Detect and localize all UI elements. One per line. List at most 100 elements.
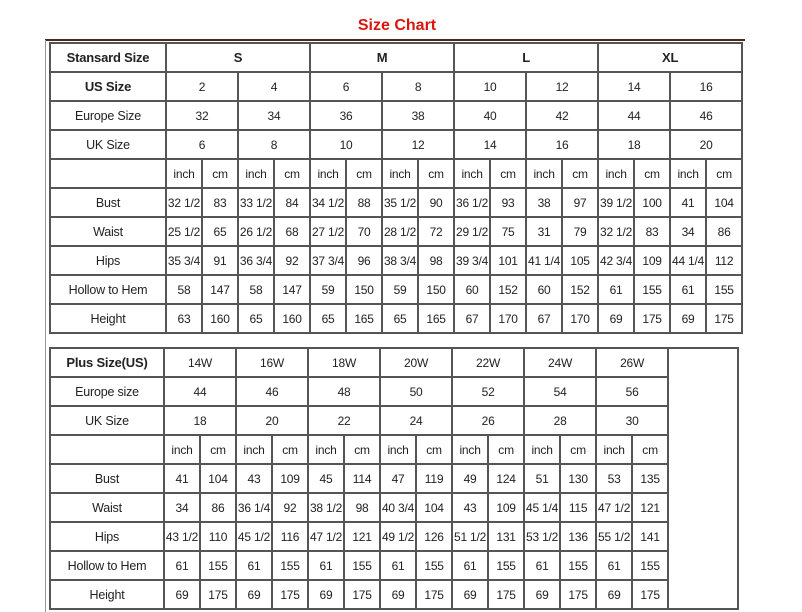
unit-label: cm (198, 434, 238, 465)
size-cell: 46 (669, 100, 744, 131)
unit-label: cm (705, 158, 744, 189)
measurement-cell: 160 (272, 303, 312, 334)
size-cell: 2 (165, 71, 239, 102)
measurement-row: Hips 43 1/2 110 45 1/2 116 47 1/2 121 49 1/2 126… (49, 521, 738, 552)
measurement-cell: 175 (631, 579, 670, 610)
size-cell: 36 (309, 100, 384, 131)
row-label: Hollow to Hem (49, 550, 165, 581)
measurement-cell: 31 (525, 216, 564, 247)
size-cell: 4 (236, 71, 312, 102)
measurement-cell: 121 (343, 521, 382, 552)
measurement-cell: 44 1/4 (669, 245, 708, 276)
measurement-cell: 55 1/2 (595, 521, 634, 552)
measurement-cell: 100 (633, 187, 672, 218)
measurement-cell: 51 (523, 463, 562, 494)
measurement-cell: 61 (235, 550, 274, 581)
measurement-cell: 38 (525, 187, 564, 218)
measurement-cell: 61 (451, 550, 490, 581)
measurement-cell: 92 (271, 492, 310, 523)
measurement-cell: 58 (165, 274, 203, 305)
measurement-cell: 109 (487, 492, 526, 523)
measurement-cell: 75 (489, 216, 528, 247)
measurement-cell: 79 (561, 216, 600, 247)
measurement-cell: 59 (381, 274, 420, 305)
measurement-cell: 155 (271, 550, 310, 581)
measurement-cell: 34 (163, 492, 201, 523)
row-label: Height (49, 579, 165, 610)
row-label: Stansard Size (49, 42, 167, 73)
measurement-cell: 72 (417, 216, 456, 247)
measurement-cell: 35 1/2 (381, 187, 420, 218)
measurement-row: Hips 35 3/4 91 36 3/4 92 37 3/4 96 38 3/4 98 39 3… (49, 245, 744, 276)
unit-label: inch (669, 158, 708, 189)
page-title: Size Chart (357, 17, 437, 34)
measurement-cell: 152 (489, 274, 528, 305)
size-cell: 10 (309, 129, 384, 160)
measurement-cell: 65 (381, 303, 420, 334)
measurement-cell: 70 (345, 216, 384, 247)
measurement-cell: 41 (163, 463, 201, 494)
measurement-cell: 36 3/4 (237, 245, 275, 276)
measurement-cell: 42 3/4 (597, 245, 636, 276)
header-row: Plus Size(US) 14W 16W 18W 20W 22W 24W 26W (49, 347, 740, 610)
size-cell: 18 (162, 405, 238, 436)
size-header: 24W (523, 347, 598, 378)
measurement-cell: 155 (415, 550, 454, 581)
measurement-cell: 175 (198, 579, 238, 610)
measurement-cell: 61 (523, 550, 562, 581)
measurement-cell: 88 (345, 187, 384, 218)
divider (45, 39, 745, 41)
measurement-cell: 175 (487, 579, 526, 610)
row-label: Hips (49, 245, 167, 276)
row-label: Europe Size (49, 100, 167, 131)
row-label: Height (49, 303, 167, 334)
measurement-cell: 141 (631, 521, 670, 552)
size-cell: 16 (525, 129, 600, 160)
measurement-cell: 170 (561, 303, 600, 334)
size-row: UK Size 18 20 22 24 26 28 30 (49, 405, 738, 436)
unit-label: cm (415, 434, 454, 465)
measurement-cell: 155 (633, 274, 672, 305)
measurement-row: Waist 34 86 36 1/4 92 38 1/2 98 40 3/4 104 43 109 4… (49, 492, 738, 523)
measurement-cell: 60 (525, 274, 564, 305)
measurement-cell: 175 (559, 579, 598, 610)
measurement-cell: 115 (559, 492, 598, 523)
measurement-cell: 114 (343, 463, 382, 494)
measurement-cell: 28 1/2 (381, 216, 420, 247)
unit-label: inch (307, 434, 346, 465)
measurement-row: Height 63 160 65 160 65 165 65 165 67 170 67 170 69 17… (49, 303, 744, 334)
measurement-row: Height 69 175 69 175 69 175 69 175 69 175 69 175 69 17… (49, 579, 738, 610)
unit-label: inch (163, 434, 201, 465)
unit-label: cm (417, 158, 456, 189)
unit-label: cm (345, 158, 384, 189)
measurement-cell: 32 1/2 (165, 187, 203, 218)
measurement-row: Bust 32 1/2 83 33 1/2 84 34 1/2 88 35 1/2 90 36 1… (49, 187, 744, 218)
standard-size-table: Stansard Size S M L XL US Size 2 4 6 8 10 12 14 16 Eur… (49, 42, 744, 334)
row-label: US Size (49, 71, 167, 102)
measurement-cell: 175 (415, 579, 454, 610)
measurement-cell: 98 (343, 492, 382, 523)
measurement-cell: 83 (633, 216, 672, 247)
row-label: UK Size (49, 405, 165, 436)
measurement-cell: 155 (487, 550, 526, 581)
measurement-cell: 69 (307, 579, 346, 610)
size-header: 16W (235, 347, 310, 378)
measurement-cell: 65 (309, 303, 348, 334)
measurement-cell: 60 (453, 274, 492, 305)
empty-cell (49, 434, 165, 465)
measurement-cell: 175 (343, 579, 382, 610)
row-label: Hips (49, 521, 165, 552)
measurement-cell: 59 (309, 274, 348, 305)
unit-label: cm (487, 434, 526, 465)
measurement-cell: 96 (345, 245, 384, 276)
size-header: 22W (451, 347, 526, 378)
measurement-cell: 152 (561, 274, 600, 305)
measurement-cell: 175 (633, 303, 672, 334)
size-cell: 48 (307, 376, 382, 407)
measurement-cell: 34 1/2 (309, 187, 348, 218)
measurement-cell: 69 (669, 303, 708, 334)
measurement-cell: 126 (415, 521, 454, 552)
measurement-cell: 150 (417, 274, 456, 305)
measurement-cell: 61 (595, 550, 634, 581)
size-row: UK Size 6 8 10 12 14 16 18 20 (49, 129, 744, 160)
